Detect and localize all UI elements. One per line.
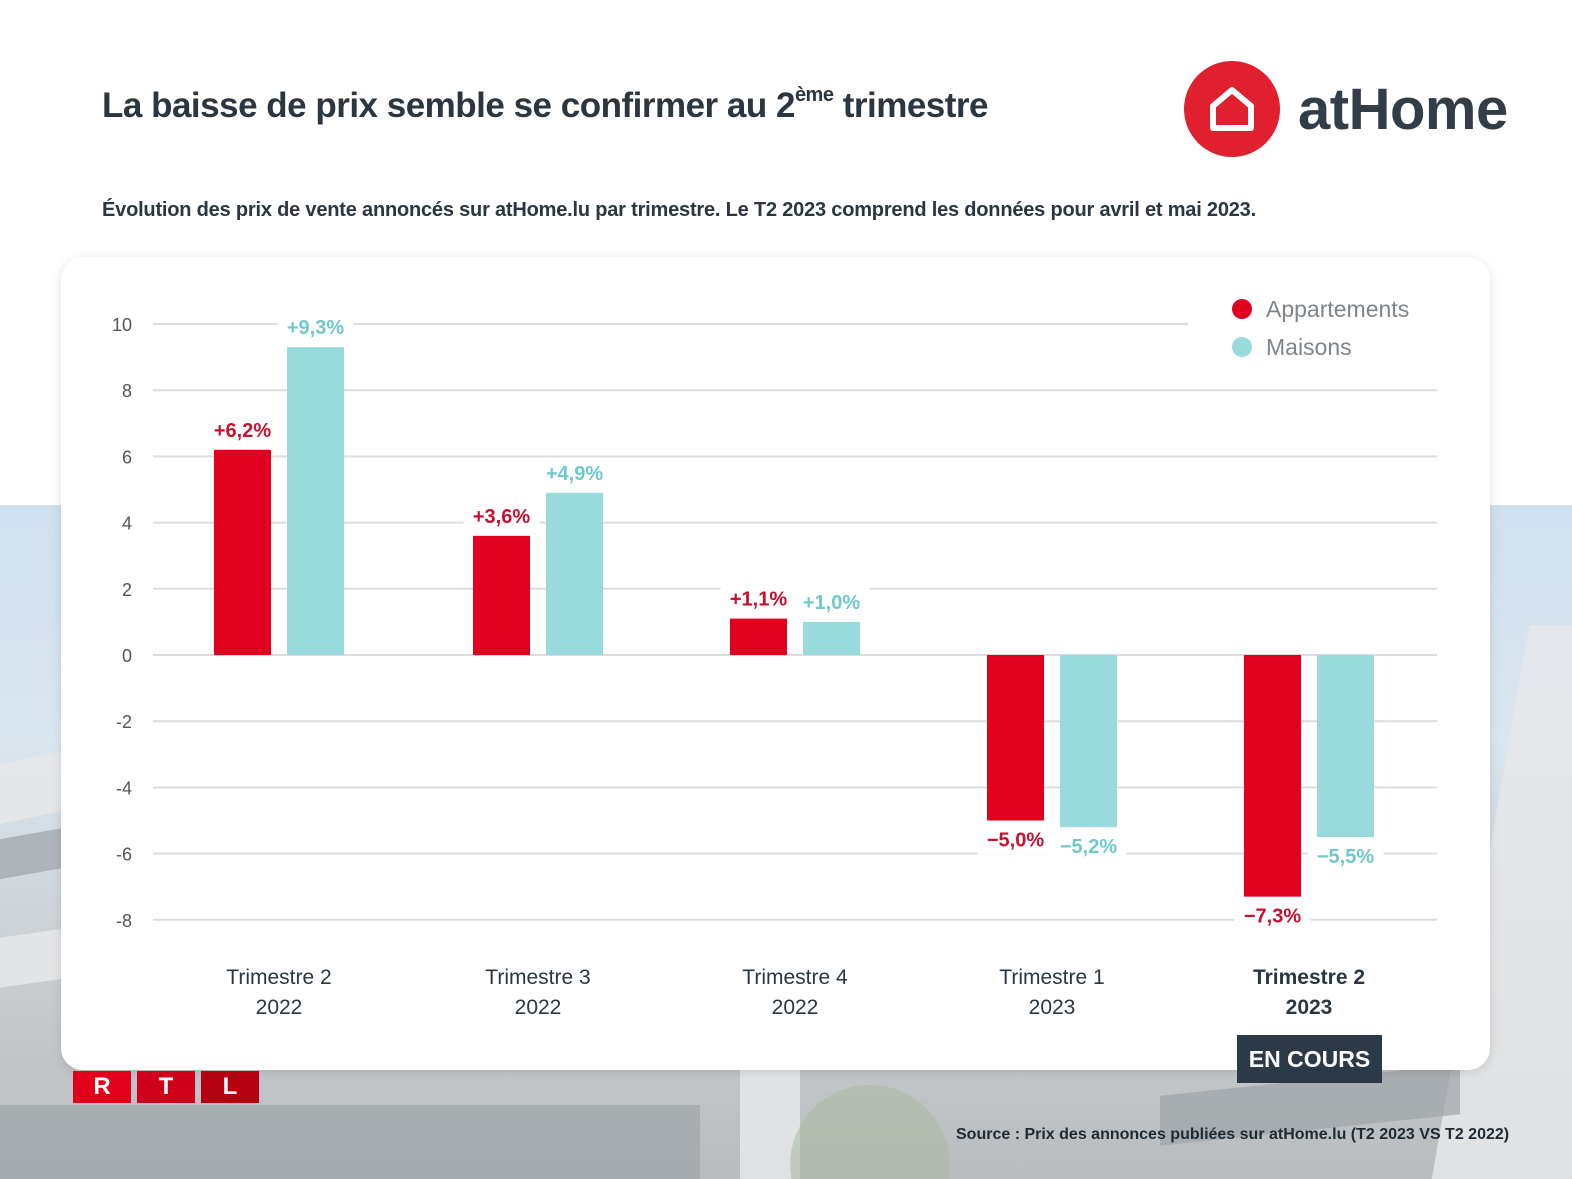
data-label: +1,1% bbox=[730, 589, 787, 611]
legend-swatch-maisons bbox=[1232, 337, 1252, 357]
data-label-bg bbox=[204, 414, 281, 445]
page-title: La baisse de prix semble se confirmer au… bbox=[102, 84, 988, 125]
x-tick-label: 2022 bbox=[256, 996, 303, 1019]
legend-swatch-appartements bbox=[1232, 299, 1252, 319]
y-tick-label: -6 bbox=[116, 845, 132, 865]
legend-item-maisons: Maisons bbox=[1232, 328, 1409, 366]
bar-appartements bbox=[1244, 655, 1301, 897]
bar-appartements bbox=[473, 535, 530, 655]
chart-legend: Appartements Maisons bbox=[1232, 290, 1409, 366]
y-tick-label: 8 bbox=[122, 381, 132, 401]
x-tick-label: 2023 bbox=[1029, 996, 1076, 1019]
logo-text: atHome bbox=[1298, 76, 1508, 142]
bar-chart: 10 8 6 4 2 0 -2 -4 -6 -8 +6,2% +9,3% Trimestre 2 2022… bbox=[112, 312, 1437, 1019]
data-label-bg bbox=[277, 312, 354, 343]
bar-maisons bbox=[546, 492, 603, 655]
house-icon bbox=[1184, 61, 1280, 157]
x-tick-label: Trimestre 3 bbox=[485, 966, 590, 989]
data-label-bg bbox=[1307, 841, 1384, 872]
rtl-letter-l: L bbox=[201, 1071, 259, 1103]
subtitle: Évolution des prix de vente annoncés sur… bbox=[102, 199, 1256, 221]
y-tick-label: 6 bbox=[122, 447, 132, 467]
data-label: +1,0% bbox=[803, 592, 860, 614]
bar-maisons bbox=[1317, 655, 1374, 838]
x-tick-label: Trimestre 2 bbox=[1253, 966, 1365, 989]
data-label-bg bbox=[720, 583, 797, 614]
bar-maisons bbox=[1060, 655, 1117, 828]
x-tick-label: 2022 bbox=[772, 996, 819, 1019]
legend-label: Maisons bbox=[1266, 333, 1352, 360]
data-label-bg bbox=[793, 586, 870, 617]
x-tick-label: 2023 bbox=[1286, 996, 1333, 1019]
y-tick-label: 0 bbox=[122, 646, 132, 666]
data-label: +6,2% bbox=[214, 420, 271, 442]
data-label-bg bbox=[1050, 831, 1127, 862]
bar-maisons bbox=[287, 347, 344, 655]
data-label: −7,3% bbox=[1244, 906, 1301, 928]
x-tick-label: Trimestre 1 bbox=[999, 966, 1104, 989]
y-tick-label: -8 bbox=[116, 911, 132, 931]
y-tick-label: -4 bbox=[116, 778, 132, 798]
chart-card: 10 8 6 4 2 0 -2 -4 -6 -8 +6,2% +9,3% Trimestre 2 2022… bbox=[61, 257, 1490, 1070]
data-label: −5,2% bbox=[1060, 836, 1117, 858]
data-label: +4,9% bbox=[546, 463, 603, 485]
legend-item-appartements: Appartements bbox=[1232, 290, 1409, 328]
y-tick-label: 2 bbox=[122, 580, 132, 600]
x-tick-label: Trimestre 2 bbox=[226, 966, 331, 989]
data-label-bg bbox=[1234, 900, 1311, 931]
y-tick-label: 4 bbox=[122, 514, 132, 534]
bar-appartements bbox=[730, 618, 787, 655]
source-note: Source : Prix des annonces publiées sur … bbox=[956, 1126, 1510, 1143]
rtl-letter-t: T bbox=[137, 1071, 195, 1103]
tree bbox=[790, 1085, 950, 1179]
y-tick-label: 10 bbox=[112, 315, 132, 335]
rtl-letter-r: R bbox=[73, 1071, 131, 1103]
data-label: +9,3% bbox=[287, 317, 344, 339]
y-tick-label: -2 bbox=[116, 712, 132, 732]
data-label: −5,5% bbox=[1317, 846, 1374, 868]
data-label: −5,0% bbox=[987, 830, 1044, 852]
athome-logo: atHome bbox=[1184, 61, 1508, 157]
data-label: +3,6% bbox=[473, 506, 530, 528]
data-label-bg bbox=[463, 500, 540, 531]
bar-appartements bbox=[214, 449, 271, 655]
data-label-bg bbox=[536, 457, 613, 488]
bar-maisons bbox=[803, 621, 860, 655]
x-tick-label: Trimestre 4 bbox=[742, 966, 848, 989]
en-cours-badge: EN COURS bbox=[1237, 1035, 1382, 1083]
building-base bbox=[0, 1105, 700, 1179]
legend-label: Appartements bbox=[1266, 295, 1410, 322]
rtl-logo: R T L bbox=[73, 1071, 259, 1103]
data-label-bg bbox=[977, 824, 1054, 855]
bar-appartements bbox=[987, 655, 1044, 821]
x-tick-label: 2022 bbox=[515, 996, 562, 1019]
